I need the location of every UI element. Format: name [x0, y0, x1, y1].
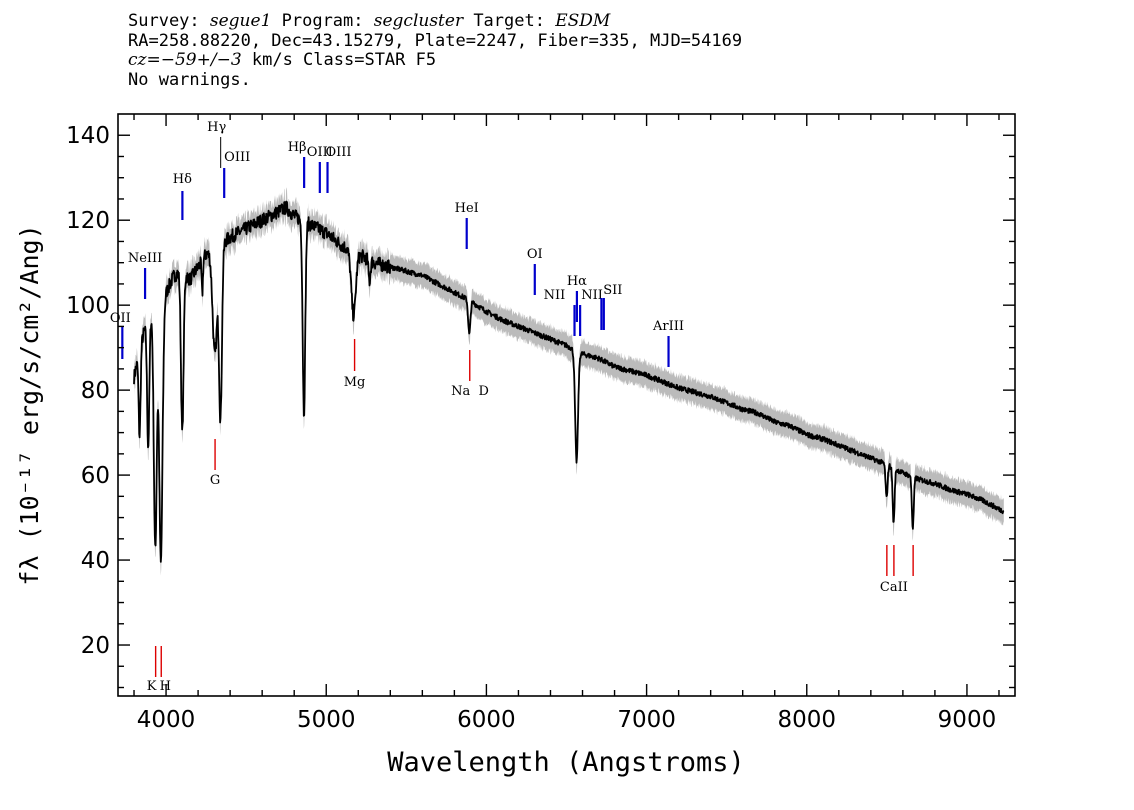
survey-value: segue1	[209, 11, 272, 31]
y-tick-label: 80	[81, 378, 110, 404]
x-axis-label: Wavelength (Angstroms)	[387, 747, 745, 778]
y-tick-label: 120	[66, 208, 110, 234]
flux-error-band	[134, 187, 1004, 576]
absorption-line-label: D	[479, 384, 489, 399]
emission-line-label: ArIII	[652, 319, 684, 334]
emission-line-label: OIII	[224, 150, 250, 165]
y-axis-label: fλ (10⁻¹⁷ erg/s/cm²/Ang)	[15, 224, 44, 585]
y-tick-label: 100	[66, 293, 110, 319]
redshift-line: cz=−59+/−3 km/s Class=STAR F5	[128, 50, 437, 70]
emission-line-label: Hγ	[207, 120, 226, 135]
absorption-line-label: Mg	[344, 375, 366, 390]
emission-line-label: OI	[527, 247, 543, 262]
y-tick-label: 60	[81, 463, 110, 489]
absorption-line-label: H	[160, 679, 171, 694]
coordinates-line: RA=258.88220, Dec=43.15279, Plate=2247, …	[128, 30, 743, 51]
emission-line-label: NII	[581, 288, 603, 303]
y-tick-label: 40	[81, 548, 110, 574]
survey-line: Survey: segue1 Program: segcluster Targe…	[128, 11, 611, 31]
y-tick-label: 140	[66, 123, 110, 149]
x-tick-label: 7000	[617, 707, 676, 733]
x-tick-label: 5000	[297, 707, 356, 733]
x-tick-label: 4000	[137, 707, 196, 733]
emission-line-label: OIII	[325, 145, 351, 160]
emission-line-label: Hα	[567, 274, 587, 289]
emission-line-label: SII	[603, 283, 622, 298]
absorption-line-label: K	[147, 679, 157, 694]
emission-line-label: NII	[544, 288, 566, 303]
absorption-line-label: G	[210, 473, 220, 488]
x-tick-label: 6000	[457, 707, 516, 733]
emission-line-label: NeIII	[128, 251, 162, 266]
flux-spectrum-line	[133, 200, 1005, 563]
absorption-line-label: CaII	[880, 580, 908, 595]
x-tick-label: 9000	[938, 707, 997, 733]
emission-line-label: OIII	[307, 145, 333, 160]
program-value: segcluster	[373, 11, 464, 31]
spectrum-header: Survey: segue1 Program: segcluster Targe…	[128, 11, 743, 90]
emission-line-label: HeI	[455, 201, 479, 216]
emission-line-label: Hβ	[288, 140, 307, 155]
y-tick-label: 20	[81, 633, 110, 659]
absorption-line-label: CaII	[899, 580, 927, 595]
emission-line-label: Hδ	[173, 172, 192, 187]
plot-frame	[117, 113, 1016, 697]
emission-line-label: OII	[110, 311, 131, 326]
absorption-line-label: Na	[451, 384, 470, 399]
target-value: ESDM	[555, 11, 611, 31]
warnings-line: No warnings.	[128, 69, 251, 90]
x-tick-label: 8000	[777, 707, 836, 733]
